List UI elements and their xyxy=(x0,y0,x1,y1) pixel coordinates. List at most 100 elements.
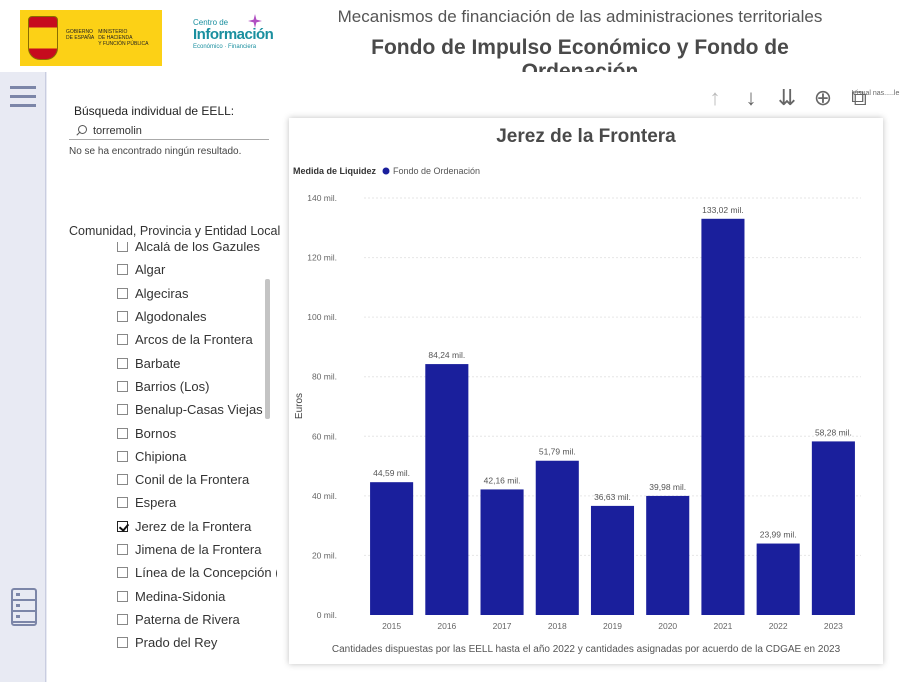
checkbox-icon[interactable] xyxy=(117,404,128,416)
government-logo: GOBIERNO DE ESPAÑA MINISTERIO DE HACIEND… xyxy=(20,10,162,66)
slicer-item[interactable]: Medina-Sidonia xyxy=(117,584,277,607)
slicer-title: Comunidad, Provincia y Entidad Local xyxy=(69,224,281,238)
y-tick-label: 80 mil. xyxy=(312,372,337,382)
y-tick-label: 100 mil. xyxy=(307,312,337,322)
checkbox-icon[interactable] xyxy=(117,427,128,439)
checkbox-icon[interactable] xyxy=(117,380,128,392)
data-label: 36,63 mil. xyxy=(594,492,631,502)
slicer-item[interactable]: Algar xyxy=(117,258,277,281)
slicer-item[interactable]: Jimena de la Frontera xyxy=(117,538,277,561)
slicer-item[interactable]: Conil de la Frontera xyxy=(117,468,277,491)
checkbox-icon[interactable] xyxy=(117,334,128,346)
slicer-item[interactable]: Algeciras xyxy=(117,282,277,305)
data-pane-icon[interactable] xyxy=(11,588,37,626)
search-input[interactable]: torremolin xyxy=(69,122,269,140)
slicer-item[interactable]: Chipiona xyxy=(117,445,277,468)
chart-card[interactable]: Jerez de la Frontera Medida de Liquidez Fo… xyxy=(289,118,883,664)
x-tick-label: 2016 xyxy=(437,621,456,631)
checkbox-icon[interactable] xyxy=(117,287,128,299)
bar xyxy=(701,218,745,615)
checkbox-icon[interactable] xyxy=(117,474,128,486)
more-options-icon[interactable]: ⧉ xyxy=(851,85,867,110)
data-label: 23,99 mil. xyxy=(760,530,797,540)
legend-marker xyxy=(382,167,390,175)
slicer-item[interactable]: Arcos de la Frontera xyxy=(117,328,277,351)
bar xyxy=(811,441,855,615)
checkbox-icon[interactable] xyxy=(117,567,128,579)
checkbox-icon[interactable] xyxy=(117,357,128,369)
slicer-item-label: Conil de la Frontera xyxy=(135,472,250,488)
government-logo-text: GOBIERNO DE ESPAÑA MINISTERIO DE HACIEND… xyxy=(66,29,149,47)
x-tick-label: 2019 xyxy=(603,621,622,631)
data-label: 58,28 mil. xyxy=(815,427,852,437)
checkbox-icon[interactable] xyxy=(117,544,128,555)
entity-list: Alcalá de los Gazules Algar Algeciras Algod… xyxy=(117,242,277,654)
slicer-item-label: Paterna de Rivera xyxy=(135,611,240,627)
slicer-item-label: Prado del Rey xyxy=(135,635,218,651)
slicer-item-label: Barrios (Los) xyxy=(135,378,210,394)
hamburger-menu-icon[interactable] xyxy=(10,86,36,108)
expand-next-level-icon[interactable]: ⇊ xyxy=(777,85,797,110)
slicer-item[interactable]: Prado del Rey xyxy=(117,631,277,654)
slicer-item-label: Algeciras xyxy=(135,285,189,301)
bar xyxy=(590,505,635,615)
x-tick-label: 2017 xyxy=(493,621,512,631)
slicer-item[interactable]: Espera xyxy=(117,491,277,514)
checkbox-icon[interactable] xyxy=(117,590,128,602)
slicer-item-label: Jimena de la Frontera xyxy=(135,542,262,557)
slicer-item-label: Línea de la Concepción (La) xyxy=(135,565,277,581)
main-area: Búsqueda individual de EELL: torremolin … xyxy=(0,72,904,682)
header: GOBIERNO DE ESPAÑA MINISTERIO DE HACIEND… xyxy=(0,0,910,83)
focus-mode-icon[interactable]: ⊕ xyxy=(813,85,833,110)
slicer-item[interactable]: Alcalá de los Gazules xyxy=(117,242,277,258)
bar xyxy=(425,364,469,615)
centro-informacion-logo: Centro de Información Económico · Financ… xyxy=(193,14,274,63)
checkbox-icon[interactable] xyxy=(117,613,128,625)
x-tick-label: 2018 xyxy=(548,621,567,631)
checkbox-icon[interactable] xyxy=(117,311,128,323)
data-label: 51,79 mil. xyxy=(539,447,576,457)
slicer-item-label: Chipiona xyxy=(135,448,187,464)
slicer-item-label: Benalup-Casas Viejas xyxy=(135,402,263,418)
x-tick-label: 2015 xyxy=(382,621,401,631)
slicer-item[interactable]: Bornos xyxy=(117,421,277,444)
slicer-item[interactable]: Jerez de la Frontera xyxy=(117,515,277,538)
checkbox-icon[interactable] xyxy=(117,264,128,276)
slicer-item[interactable]: Paterna de Rivera xyxy=(117,608,277,631)
x-tick-label: 2023 xyxy=(824,621,843,631)
checkbox-icon[interactable] xyxy=(117,637,128,649)
drill-up-icon[interactable]: ↑ xyxy=(709,85,721,110)
slicer-item[interactable]: Línea de la Concepción (La) xyxy=(117,561,277,584)
bar-chart: Jerez de la Frontera Medida de Liquidez Fo… xyxy=(293,126,861,655)
y-tick-label: 20 mil. xyxy=(312,550,337,560)
x-tick-label: 2022 xyxy=(769,621,788,631)
search-label: Búsqueda individual de EELL: xyxy=(74,104,235,118)
left-rail xyxy=(0,72,46,682)
data-label: 133,02 mil. xyxy=(702,205,744,215)
slicer-item[interactable]: Barrios (Los) xyxy=(117,375,277,398)
slicer-item-label: Medina-Sidonia xyxy=(135,588,226,604)
data-label: 44,59 mil. xyxy=(373,468,410,478)
report-canvas: Búsqueda individual de EELL: torremolin … xyxy=(47,72,904,682)
slicer-scrollbar[interactable] xyxy=(265,279,270,419)
checkbox-checked-icon[interactable] xyxy=(117,520,128,532)
slicer-item[interactable]: Benalup-Casas Viejas xyxy=(117,398,277,421)
checkbox-icon[interactable] xyxy=(117,497,128,509)
slicer-item[interactable]: Barbate xyxy=(117,351,277,374)
x-tick-label: 2020 xyxy=(658,621,677,631)
drill-down-icon[interactable]: ↓ xyxy=(745,85,757,110)
legend-title: Medida de Liquidez xyxy=(293,166,377,176)
visual-toolbar-label: Visual nas.....le xyxy=(852,90,900,97)
no-result-message: No se ha encontrado ningún resultado. xyxy=(69,146,242,157)
y-axis-label: Euros xyxy=(294,393,305,419)
slicer-item-label: Alcalá de los Gazules xyxy=(135,242,261,255)
logo-tagline: Económico · Financiera xyxy=(193,44,257,50)
checkbox-icon[interactable] xyxy=(117,242,128,253)
search-icon xyxy=(75,124,87,137)
bar xyxy=(756,543,800,615)
slicer-item[interactable]: Algodonales xyxy=(117,305,277,328)
chart-caption: Cantidades dispuestas por las EELL hasta… xyxy=(332,644,841,655)
y-tick-label: 40 mil. xyxy=(312,491,337,501)
entity-slicer: Alcalá de los Gazules Algar Algeciras Algod… xyxy=(117,242,277,660)
checkbox-icon[interactable] xyxy=(117,450,128,462)
